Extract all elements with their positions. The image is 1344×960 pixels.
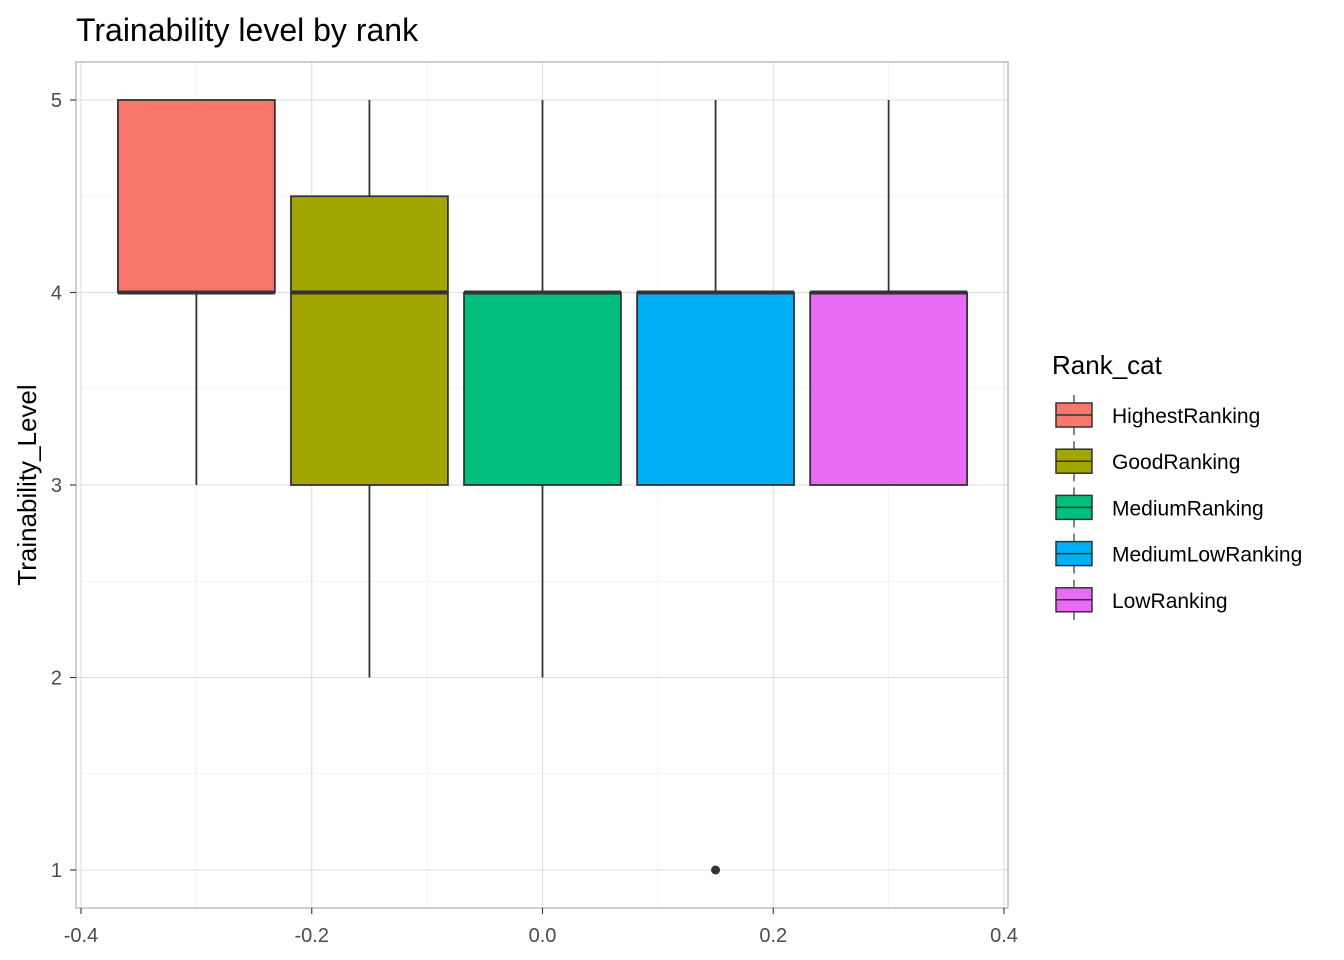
- x-tick-label: 0.2: [759, 925, 787, 947]
- box-GoodRanking: [290, 100, 449, 678]
- legend-label: LowRanking: [1112, 590, 1228, 613]
- legend-item-MediumLowRanking: MediumLowRanking: [1055, 533, 1302, 574]
- chart-title: Trainability level by rank: [76, 12, 419, 48]
- x-tick-label: 0.4: [990, 925, 1018, 947]
- legend-item-GoodRanking: GoodRanking: [1055, 441, 1240, 482]
- box-body: [809, 291, 968, 486]
- box-MediumRanking: [463, 100, 622, 678]
- legend-label: MediumLowRanking: [1112, 544, 1302, 567]
- box-body: [290, 195, 449, 486]
- axis-ticks: -0.4 -0.2 0.0 0.2 0.4 1 2 3 4 5: [51, 90, 1018, 947]
- box-body: [463, 291, 622, 486]
- y-tick-label: 1: [51, 860, 62, 882]
- outlier-point: [711, 865, 721, 875]
- x-tick-label: -0.2: [295, 925, 329, 947]
- y-tick-label: 4: [51, 283, 62, 305]
- box-LowRanking: [809, 100, 968, 486]
- box-body: [117, 99, 276, 294]
- y-axis-title: Trainability_Level: [12, 384, 42, 585]
- legend: Rank_cat HighestRanking GoodRanking Medium…: [1052, 350, 1302, 620]
- legend-title: Rank_cat: [1052, 350, 1163, 380]
- box-body: [636, 291, 795, 486]
- y-tick-label: 2: [51, 668, 62, 690]
- legend-item-LowRanking: LowRanking: [1055, 579, 1228, 620]
- legend-label: MediumRanking: [1112, 497, 1264, 520]
- box-MediumLowRanking: [636, 100, 795, 875]
- legend-label: HighestRanking: [1112, 405, 1260, 428]
- box-HighestRanking: [117, 99, 276, 485]
- y-tick-label: 5: [51, 90, 62, 112]
- x-tick-label: -0.4: [64, 925, 98, 947]
- legend-item-MediumRanking: MediumRanking: [1055, 487, 1264, 528]
- box-layer: [117, 99, 968, 875]
- legend-item-HighestRanking: HighestRanking: [1055, 395, 1260, 435]
- x-tick-label: 0.0: [529, 925, 557, 947]
- y-tick-label: 3: [51, 475, 62, 497]
- legend-label: GoodRanking: [1112, 451, 1240, 474]
